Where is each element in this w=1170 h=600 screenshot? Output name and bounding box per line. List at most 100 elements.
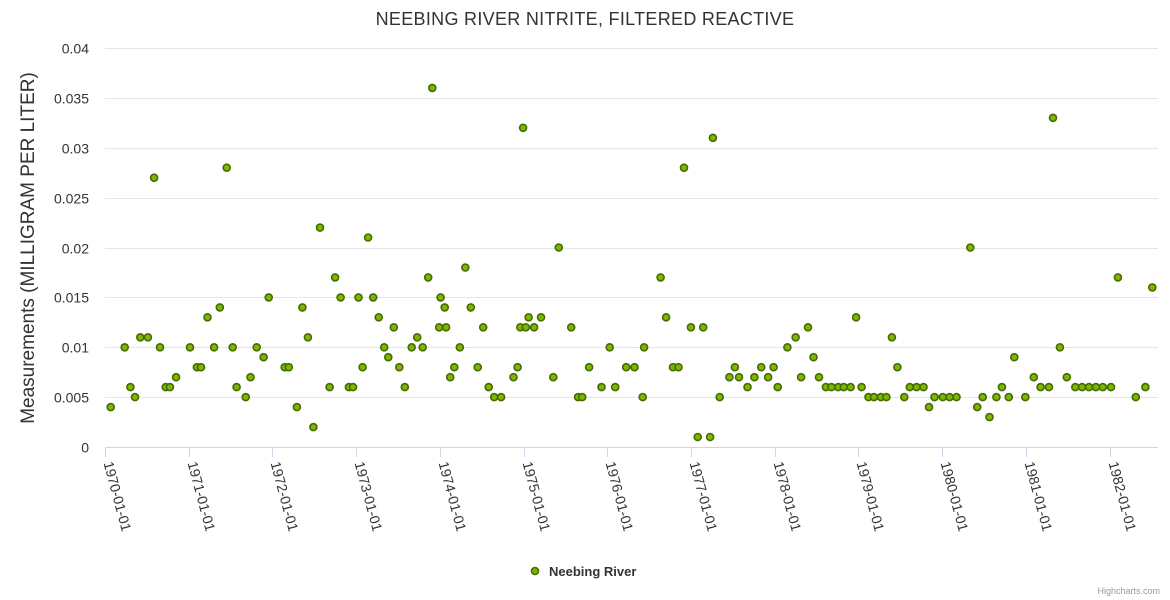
data-point[interactable] <box>427 83 437 93</box>
data-point[interactable] <box>1071 382 1080 392</box>
data-point[interactable] <box>252 342 262 352</box>
data-point[interactable] <box>952 392 961 402</box>
data-point[interactable] <box>715 392 725 402</box>
data-point[interactable] <box>1131 392 1141 402</box>
data-point[interactable] <box>919 382 928 392</box>
data-point[interactable] <box>298 303 307 312</box>
data-point[interactable] <box>1113 273 1123 282</box>
data-point[interactable] <box>126 382 135 392</box>
data-point[interactable] <box>827 382 836 392</box>
data-point[interactable] <box>325 382 334 392</box>
data-point[interactable] <box>389 322 399 332</box>
data-point[interactable] <box>630 362 639 372</box>
legend-item-neebing-river[interactable]: Neebing River <box>549 564 636 579</box>
data-point[interactable] <box>489 392 499 402</box>
data-point[interactable] <box>743 382 752 392</box>
data-point[interactable] <box>597 382 606 392</box>
data-point[interactable] <box>893 362 902 372</box>
data-point[interactable] <box>773 382 783 392</box>
data-point[interactable] <box>638 392 648 402</box>
data-point[interactable] <box>215 303 225 312</box>
data-point[interactable] <box>899 392 909 402</box>
data-point[interactable] <box>734 372 744 382</box>
data-point[interactable] <box>972 402 982 412</box>
data-point[interactable] <box>698 322 708 332</box>
data-point[interactable] <box>554 243 564 252</box>
data-point[interactable] <box>440 303 450 312</box>
data-point[interactable] <box>708 133 718 143</box>
data-point[interactable] <box>466 303 476 312</box>
data-point[interactable] <box>985 412 994 422</box>
data-point[interactable] <box>857 382 866 392</box>
data-point[interactable] <box>241 392 250 402</box>
data-point[interactable] <box>524 312 533 322</box>
data-point[interactable] <box>978 392 988 402</box>
data-point[interactable] <box>518 123 528 133</box>
data-point[interactable] <box>303 332 313 342</box>
data-point[interactable] <box>1148 283 1157 292</box>
data-point[interactable] <box>992 392 1001 402</box>
data-point[interactable] <box>196 362 206 372</box>
data-point[interactable] <box>521 322 531 332</box>
data-point[interactable] <box>536 312 546 322</box>
data-point[interactable] <box>120 342 129 352</box>
data-point[interactable] <box>1029 372 1039 382</box>
data-point[interactable] <box>809 352 818 362</box>
data-point[interactable] <box>358 362 367 372</box>
data-point[interactable] <box>783 342 792 352</box>
data-point[interactable] <box>436 293 445 302</box>
data-point[interactable] <box>610 382 620 392</box>
data-point[interactable] <box>455 342 465 352</box>
data-point[interactable] <box>1091 382 1101 392</box>
data-point[interactable] <box>348 382 358 392</box>
data-point[interactable] <box>803 322 813 332</box>
data-point[interactable] <box>924 402 934 412</box>
data-point[interactable] <box>566 322 576 332</box>
data-point[interactable] <box>149 173 159 182</box>
data-point[interactable] <box>791 332 800 342</box>
data-point[interactable] <box>155 342 165 352</box>
data-point[interactable] <box>1036 382 1045 392</box>
data-point[interactable] <box>171 372 181 382</box>
data-point[interactable] <box>284 362 294 372</box>
data-point[interactable] <box>725 372 734 382</box>
data-point[interactable] <box>605 342 615 352</box>
data-point[interactable] <box>584 362 594 372</box>
data-point[interactable] <box>354 293 363 302</box>
data-point[interactable] <box>336 293 345 302</box>
data-point[interactable] <box>686 322 696 332</box>
data-point[interactable] <box>1055 342 1065 352</box>
data-point[interactable] <box>363 233 373 242</box>
data-point[interactable] <box>1141 382 1150 392</box>
data-point[interactable] <box>997 382 1007 392</box>
data-point[interactable] <box>143 332 153 342</box>
data-point[interactable] <box>222 163 231 172</box>
data-point[interactable] <box>394 362 404 372</box>
data-point[interactable] <box>412 332 422 342</box>
data-point[interactable] <box>796 372 806 382</box>
data-point[interactable] <box>423 273 433 282</box>
data-point[interactable] <box>264 293 274 302</box>
data-point[interactable] <box>1077 382 1087 392</box>
data-point[interactable] <box>460 263 470 272</box>
data-point[interactable] <box>513 362 522 372</box>
data-point[interactable] <box>869 392 879 402</box>
data-point[interactable] <box>106 402 115 412</box>
data-point[interactable] <box>315 223 325 232</box>
data-point[interactable] <box>374 312 384 322</box>
data-point[interactable] <box>136 332 145 342</box>
data-point[interactable] <box>912 382 921 392</box>
data-point[interactable] <box>679 163 689 172</box>
data-point[interactable] <box>621 362 631 372</box>
data-point[interactable] <box>705 432 715 442</box>
data-point[interactable] <box>693 432 703 442</box>
data-point[interactable] <box>407 342 417 352</box>
data-point[interactable] <box>209 342 219 352</box>
data-point[interactable] <box>851 312 861 322</box>
data-point[interactable] <box>484 382 494 392</box>
data-point[interactable] <box>814 372 824 382</box>
data-point[interactable] <box>887 332 897 342</box>
data-point[interactable] <box>441 322 451 332</box>
data-point[interactable] <box>945 392 954 402</box>
data-point[interactable] <box>400 382 410 392</box>
